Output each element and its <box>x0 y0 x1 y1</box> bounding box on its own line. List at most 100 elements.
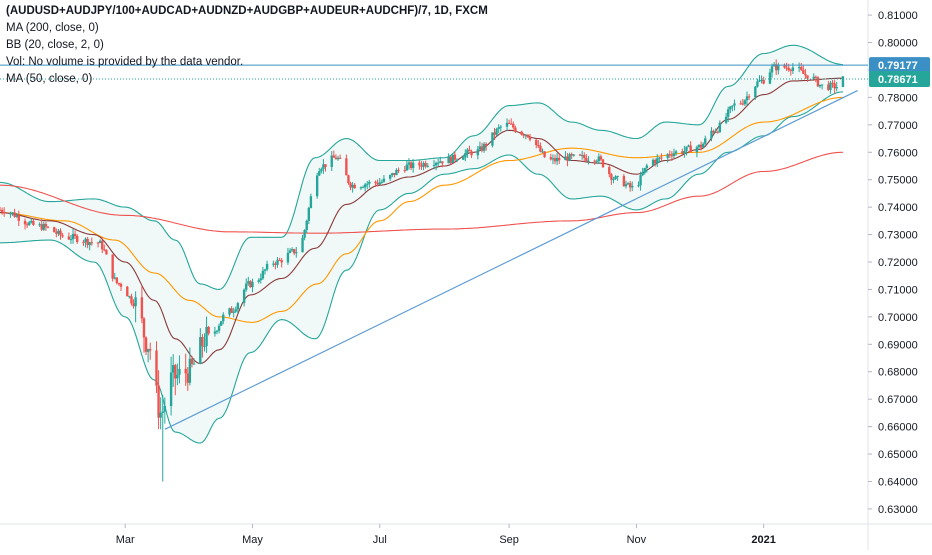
candle-body <box>228 308 231 315</box>
candle-body <box>84 238 87 243</box>
candle-body <box>334 157 338 160</box>
candle-body <box>551 158 555 160</box>
candle-body <box>88 242 91 246</box>
candle-body <box>628 183 632 188</box>
candle-body <box>324 164 327 167</box>
candle-body <box>295 252 298 254</box>
candle-body <box>539 145 542 152</box>
candle-body <box>161 411 164 413</box>
candle-body <box>318 171 321 176</box>
x-tick-label: Mar <box>116 534 135 546</box>
candle-body <box>528 137 532 140</box>
candle-body <box>637 185 640 187</box>
candle-body <box>245 283 248 290</box>
candle-body <box>192 363 196 365</box>
candle-body <box>831 82 834 84</box>
candle-body <box>405 164 409 171</box>
candle-body <box>347 175 350 184</box>
candle-body <box>653 159 657 164</box>
candle-body <box>115 277 119 283</box>
candle-body <box>656 158 659 164</box>
candle-body <box>13 212 16 217</box>
candle-body <box>818 84 822 87</box>
candle-body <box>169 372 173 407</box>
candle-body <box>806 75 809 79</box>
candle-body <box>257 280 260 282</box>
candle-body <box>353 184 356 189</box>
candle-body <box>422 163 425 167</box>
candle-body <box>610 174 613 180</box>
candle-body <box>716 131 719 133</box>
candle-body <box>453 154 457 160</box>
candle-body <box>361 187 365 189</box>
candle-body <box>733 103 736 106</box>
candle-body <box>497 127 500 129</box>
candle-body <box>597 156 601 162</box>
candle-body <box>391 173 394 176</box>
resistance-price-tag-bg <box>869 57 930 74</box>
candle-body <box>44 223 48 227</box>
candle-body <box>59 230 62 236</box>
candle-body <box>524 134 528 136</box>
y-tick-label: 0.70000 <box>878 312 918 324</box>
candle-body <box>359 187 363 189</box>
candle-body <box>38 224 41 226</box>
candle-body <box>451 154 454 163</box>
candle-body <box>378 182 381 185</box>
candle-body <box>520 131 523 135</box>
candle-body <box>835 86 838 89</box>
candle-body <box>0 209 2 211</box>
candle-body <box>820 84 824 86</box>
candle-body <box>724 116 728 123</box>
candle-body <box>232 311 235 313</box>
candle-body <box>462 157 465 160</box>
candle-body <box>455 159 459 161</box>
candle-body <box>366 183 369 185</box>
legend-volume: Vol: No volume is provided by the data v… <box>6 56 244 68</box>
candle-body <box>466 149 469 154</box>
x-tick-label: Sep <box>499 534 519 546</box>
candle-body <box>599 156 603 160</box>
candle-body <box>309 196 313 208</box>
candle-body <box>741 103 745 105</box>
candle-body <box>570 154 573 156</box>
candle-body <box>315 175 319 197</box>
candle-body <box>222 314 225 322</box>
legend-symbol-title: (AUDUSD+AUDJPY/100+AUDCAD+AUDNZD+AUDGBP+… <box>6 5 488 17</box>
candle-body <box>614 176 617 180</box>
y-tick-label: 0.75000 <box>878 175 918 187</box>
candle-body <box>712 130 715 133</box>
candle-body <box>265 263 269 270</box>
candle-body <box>745 96 749 101</box>
candle-body <box>685 146 688 151</box>
candle-body <box>754 86 757 98</box>
candle-body <box>777 64 780 71</box>
candle-body <box>320 169 323 172</box>
candle-body <box>557 157 561 161</box>
candle-body <box>787 67 790 70</box>
candle-body <box>505 122 509 127</box>
candle-body <box>833 83 836 89</box>
candle-body <box>420 165 423 167</box>
candle-body <box>841 76 845 87</box>
candle-body <box>512 123 515 128</box>
candle-body <box>73 233 77 237</box>
candle-body <box>55 232 58 234</box>
bollinger-lower-band <box>0 91 844 444</box>
candle-body <box>388 175 392 179</box>
candle-body <box>418 162 421 166</box>
last-price-tag: 0.78671 <box>878 74 918 86</box>
candle-body <box>499 126 502 128</box>
candle-body <box>203 346 206 348</box>
candle-body <box>616 176 619 178</box>
candle-body <box>132 303 135 307</box>
candle-body <box>800 67 803 70</box>
candle-body <box>484 143 488 146</box>
candle-body <box>651 159 655 166</box>
candle-body <box>30 220 33 223</box>
candle-body <box>0 209 4 212</box>
candle-body <box>482 143 486 151</box>
bollinger-upper-band <box>0 44 844 290</box>
